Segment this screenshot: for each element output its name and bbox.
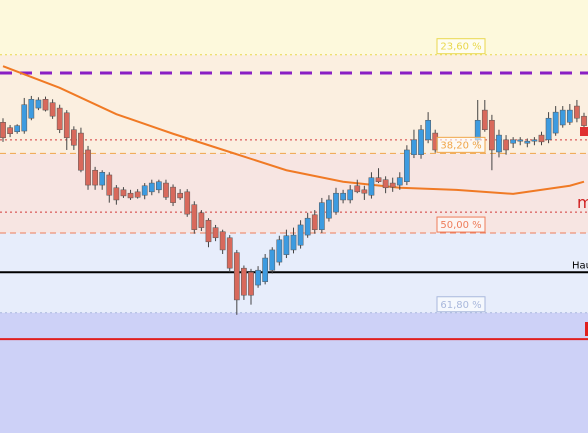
candle-body (318, 202, 325, 230)
candle-body (566, 109, 573, 123)
candle-body (7, 127, 13, 135)
candle-body (248, 271, 254, 296)
candle-body (170, 186, 176, 203)
candle-body (304, 217, 311, 236)
candle-body (35, 99, 42, 109)
candle-body (545, 117, 552, 141)
candle-body (219, 231, 226, 251)
candle-body (163, 182, 169, 198)
candle-body (552, 111, 559, 134)
candle-body (56, 107, 63, 130)
candle-body (255, 269, 261, 286)
candle-body (396, 177, 403, 186)
candle-body (141, 185, 148, 196)
candle-body (14, 125, 21, 132)
labels: 23,60 % 38,20 % 50,00 % 61,80 % Hau m (436, 38, 588, 313)
candle-body (276, 239, 283, 263)
candle-body (581, 115, 587, 126)
candle-body (28, 99, 35, 119)
candle-body (78, 132, 84, 171)
candle-body (333, 192, 339, 213)
fib-label-box (436, 38, 486, 55)
candle-body (489, 119, 495, 151)
candle-body (531, 139, 538, 142)
candle-body (354, 185, 361, 193)
candle-body (99, 172, 106, 186)
candle-body (127, 192, 134, 199)
candle-body (49, 102, 56, 117)
candle-body (340, 192, 346, 201)
candle-body (113, 187, 120, 201)
candle-body (517, 139, 524, 142)
candle-body (510, 139, 516, 144)
candle-body (481, 109, 488, 130)
candle-body (184, 191, 191, 215)
candle-body (382, 179, 389, 189)
candle-body (156, 181, 162, 191)
candle-body (574, 105, 580, 119)
fib-label: 38,20 % (440, 140, 481, 151)
candle-body (559, 109, 566, 126)
candle-body (205, 219, 212, 243)
candle-body (241, 267, 247, 296)
fib-label: 50,00 % (440, 220, 481, 231)
candle-body (120, 189, 127, 197)
edge-marker (585, 322, 588, 336)
band (0, 0, 588, 55)
moving-average (2, 65, 585, 195)
candle-body (269, 249, 276, 271)
candle-body (106, 174, 113, 196)
candles (0, 65, 587, 315)
candle-body (71, 129, 77, 146)
candle-body (311, 214, 318, 230)
candle-body (361, 189, 368, 194)
candle-body (177, 192, 183, 199)
candle-body (368, 177, 375, 196)
candle-body (283, 235, 290, 255)
candle-body (347, 189, 354, 201)
candle-body (411, 139, 417, 155)
candle-body (389, 182, 396, 188)
fib-label-box (436, 296, 486, 313)
candle-body (148, 182, 155, 193)
candle-body (191, 204, 198, 230)
candle-body (63, 112, 70, 139)
candle-body (425, 119, 431, 141)
candle-body (496, 134, 502, 153)
candle-body (375, 177, 382, 182)
candle-body (503, 139, 509, 151)
candle-body (134, 191, 141, 198)
band (0, 312, 588, 433)
candle-body (21, 104, 28, 132)
candle-body (418, 129, 424, 155)
candle-body (198, 212, 205, 228)
candle-body (42, 99, 49, 111)
candle-body (297, 224, 304, 246)
fib-label-box (436, 216, 486, 233)
candle-body (226, 237, 233, 269)
candle-body (290, 234, 297, 251)
candle-body (326, 199, 332, 219)
fib-label-box (436, 136, 486, 153)
candle-body (404, 149, 410, 182)
annotation: m (577, 193, 588, 212)
annotation: Hau (572, 260, 588, 271)
candle-body (262, 257, 269, 282)
price-marker (580, 127, 588, 136)
candle-body (233, 252, 240, 301)
candle-body (212, 227, 219, 239)
candle-body (524, 140, 531, 144)
candle-body (92, 169, 98, 186)
fib-label: 61,80 % (440, 300, 481, 311)
fib-label: 23,60 % (440, 42, 481, 53)
candle-body (538, 134, 545, 143)
candle-body (0, 122, 6, 139)
candle-body (85, 149, 91, 186)
